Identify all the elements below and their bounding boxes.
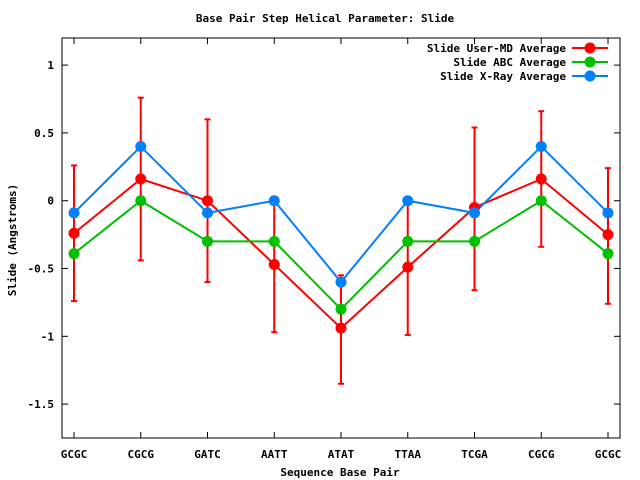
- data-point: [202, 195, 213, 207]
- data-point: [335, 276, 347, 288]
- y-tick-label: -0.5: [28, 263, 55, 276]
- data-point: [202, 207, 213, 219]
- data-point: [602, 207, 614, 219]
- x-tick-label: CGCG: [528, 448, 555, 461]
- data-point: [535, 173, 547, 185]
- data-point: [469, 207, 480, 219]
- x-tick-label: GATC: [194, 448, 221, 461]
- chart-title: Base Pair Step Helical Parameter: Slide: [196, 12, 455, 25]
- x-axis: GCGC CGCG GATC AATT ATAT TTAA TCGA CGCG GCGC: [61, 38, 622, 461]
- series-markers: [68, 195, 614, 315]
- data-point: [602, 229, 614, 241]
- x-axis-title: Sequence Base Pair: [280, 466, 400, 479]
- x-tick-label: ATAT: [328, 448, 355, 461]
- y-tick-label: 1: [47, 59, 54, 72]
- y-axis-title: Slide (Angstroms): [6, 184, 19, 297]
- data-point: [135, 173, 147, 185]
- legend-marker: [584, 42, 596, 54]
- data-point: [535, 140, 547, 152]
- series-line: [73, 145, 609, 284]
- data-point: [68, 207, 80, 219]
- x-tick-label: GCGC: [61, 448, 88, 461]
- legend-label: Slide User-MD Average: [427, 42, 566, 55]
- legend-label: Slide X-Ray Average: [440, 70, 566, 83]
- data-point: [469, 235, 480, 247]
- series-markers: [68, 140, 614, 288]
- data-point: [68, 248, 80, 260]
- data-point: [402, 261, 414, 273]
- y-tick-label: 0.5: [34, 127, 54, 140]
- data-point: [402, 195, 414, 207]
- y-axis: 1 0.5 0 -0.5 -1 -1.5: [28, 59, 620, 411]
- data-point: [268, 258, 280, 270]
- data-point: [335, 303, 347, 315]
- data-point: [135, 195, 147, 207]
- data-point: [135, 140, 147, 152]
- x-tick-label: CGCG: [128, 448, 155, 461]
- data-point: [268, 195, 280, 207]
- x-tick-label: AATT: [261, 448, 288, 461]
- legend-label: Slide ABC Average: [453, 56, 566, 69]
- series-markers: [68, 173, 614, 334]
- x-tick-label: TCGA: [461, 448, 488, 461]
- data-point: [202, 235, 213, 247]
- series-layer: [68, 96, 614, 385]
- data-point: [335, 322, 347, 334]
- y-tick-label: 0: [47, 195, 54, 208]
- series-group: [73, 145, 609, 284]
- legend-marker: [584, 56, 596, 68]
- data-point: [268, 235, 280, 247]
- data-point: [402, 235, 414, 247]
- legend-marker: [584, 70, 596, 82]
- y-tick-label: -1: [41, 330, 55, 343]
- data-point: [602, 248, 614, 260]
- series-group: [71, 96, 611, 385]
- data-point: [68, 227, 80, 239]
- y-tick-label: -1.5: [28, 398, 55, 411]
- x-tick-label: TTAA: [395, 448, 422, 461]
- x-tick-label: GCGC: [595, 448, 622, 461]
- data-point: [535, 195, 547, 207]
